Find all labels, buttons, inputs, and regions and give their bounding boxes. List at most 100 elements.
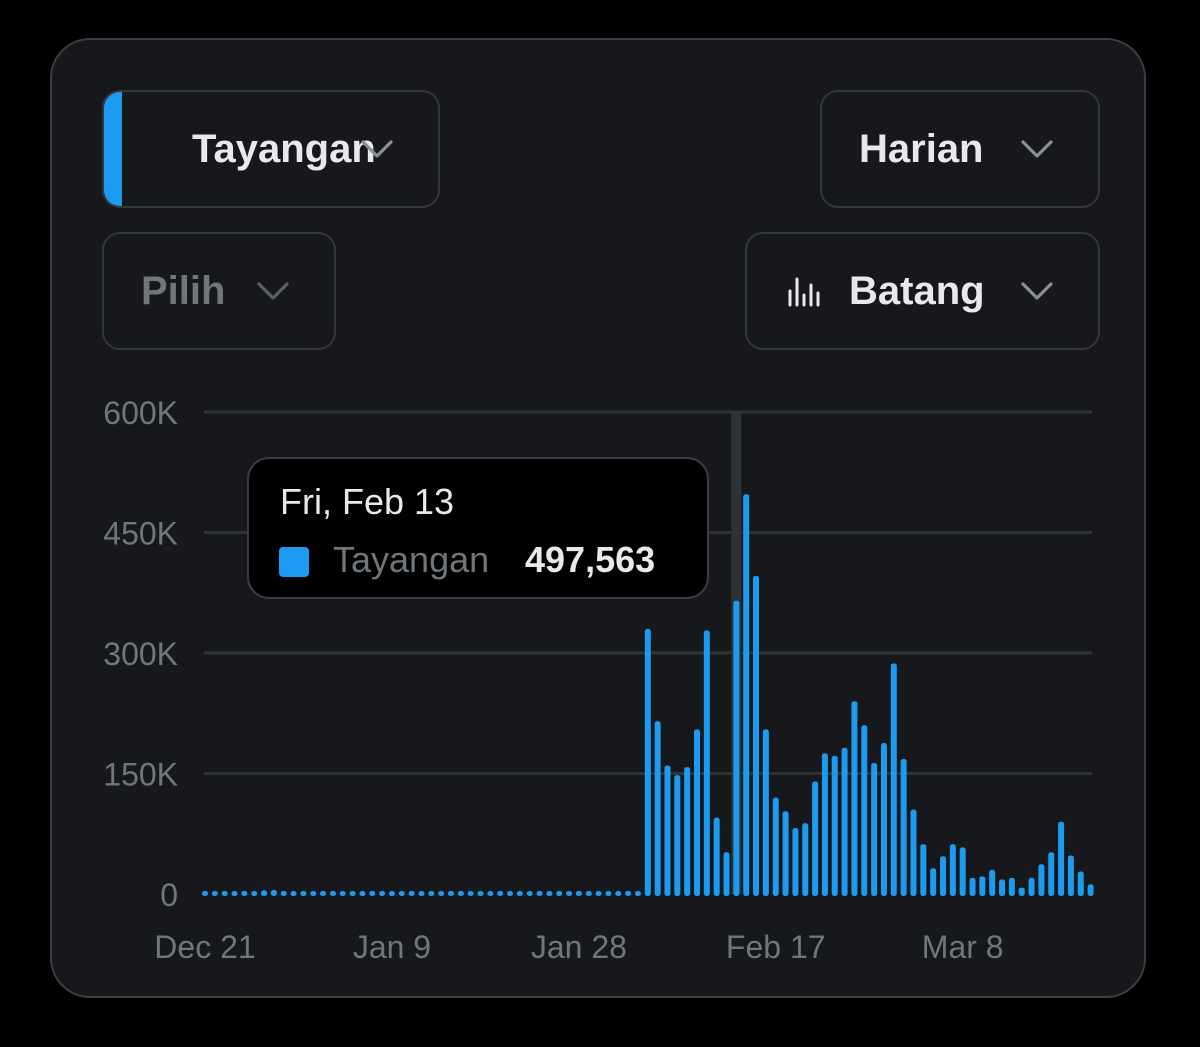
bar (202, 891, 208, 896)
bar (408, 891, 415, 896)
bar (546, 891, 553, 896)
bar (1048, 852, 1055, 896)
bar (438, 891, 445, 896)
bar (241, 891, 248, 896)
bar (959, 847, 966, 896)
y-tick-label: 150K (103, 757, 178, 793)
bar (930, 868, 937, 896)
bar (772, 797, 779, 896)
bar (300, 891, 307, 896)
bar (575, 891, 582, 896)
bar (369, 891, 376, 896)
bar (880, 742, 887, 896)
metric-dropdown[interactable]: Tayangan (102, 90, 440, 208)
bar (1028, 877, 1035, 896)
bar (802, 823, 809, 896)
x-tick-label: Jan 28 (531, 929, 627, 965)
bar (251, 891, 258, 896)
bar (920, 844, 927, 896)
tooltip-series-name: Tayangan (333, 539, 490, 580)
bar (231, 891, 238, 896)
bar (379, 891, 386, 896)
bar (270, 889, 277, 896)
bar (349, 891, 356, 896)
bar (280, 891, 287, 896)
chevron-down-icon (361, 140, 393, 158)
bar (871, 763, 878, 896)
bar (634, 891, 641, 896)
y-tick-label: 600K (103, 395, 178, 431)
compare-select-dropdown[interactable]: Pilih (102, 232, 336, 350)
metric-dropdown-label: Tayangan (192, 126, 376, 171)
chart-tooltip: Fri, Feb 13 Tayangan 497,563 (247, 457, 709, 599)
bar (1077, 871, 1084, 896)
bar (969, 877, 976, 896)
bar (418, 891, 425, 896)
bar (536, 891, 543, 896)
bar (684, 767, 691, 896)
bar (487, 891, 494, 896)
bar (861, 725, 868, 896)
bar (644, 628, 651, 896)
bar (605, 891, 612, 896)
bar (585, 891, 592, 896)
bar (595, 891, 602, 896)
bar (674, 775, 681, 896)
bar (821, 753, 828, 896)
bar (1067, 855, 1074, 896)
bar-chart: 0 150K 300K 450K 600K Dec 21 Jan 9 Jan 28 Feb 17… (103, 395, 1094, 965)
analytics-card: Tayangan Harian Pilih Batang (50, 38, 1146, 998)
bar (940, 856, 946, 896)
bar (556, 891, 563, 896)
y-tick-label: 450K (103, 516, 178, 552)
chevron-down-icon (1021, 140, 1053, 158)
bar (388, 891, 395, 896)
bar (979, 876, 986, 896)
tooltip-date: Fri, Feb 13 (280, 481, 455, 522)
bar (290, 891, 297, 896)
bar (782, 811, 789, 896)
tooltip-series-swatch (279, 547, 309, 577)
bar (221, 891, 228, 896)
bar (211, 891, 218, 896)
bar (910, 809, 917, 896)
x-tick-label: Mar 8 (922, 929, 1004, 965)
bar (516, 891, 523, 896)
bar (566, 891, 573, 896)
interval-dropdown[interactable]: Harian (820, 90, 1100, 208)
interval-dropdown-label: Harian (859, 126, 984, 171)
bar (1087, 884, 1094, 896)
bar (762, 729, 769, 896)
metric-color-indicator (104, 92, 122, 206)
bar (713, 817, 720, 896)
bar (841, 747, 848, 896)
bar (339, 891, 346, 896)
chart-type-label: Batang (849, 268, 985, 313)
compare-select-label: Pilih (141, 268, 226, 313)
bar (831, 755, 838, 896)
y-tick-label: 0 (160, 877, 178, 913)
bar (851, 701, 858, 896)
bar (723, 852, 730, 896)
bar (329, 891, 336, 896)
x-tick-label: Dec 21 (154, 929, 255, 965)
bar (999, 879, 1006, 896)
chevron-down-icon (257, 282, 289, 300)
bar (467, 891, 474, 896)
bar (615, 891, 622, 896)
bar (694, 729, 700, 896)
bar (261, 890, 268, 896)
bar (1018, 887, 1025, 896)
bar (890, 663, 897, 896)
bar (1008, 877, 1015, 896)
x-tick-label: Feb 17 (726, 929, 826, 965)
bar (526, 891, 533, 896)
bar (753, 575, 760, 896)
chart-type-dropdown[interactable]: Batang (745, 232, 1100, 350)
bar (989, 869, 996, 896)
bar-chart-icon (788, 277, 820, 307)
bar (497, 891, 504, 896)
tooltip-value: 497,563 (525, 539, 656, 580)
bar (448, 891, 454, 896)
bar (812, 781, 819, 896)
